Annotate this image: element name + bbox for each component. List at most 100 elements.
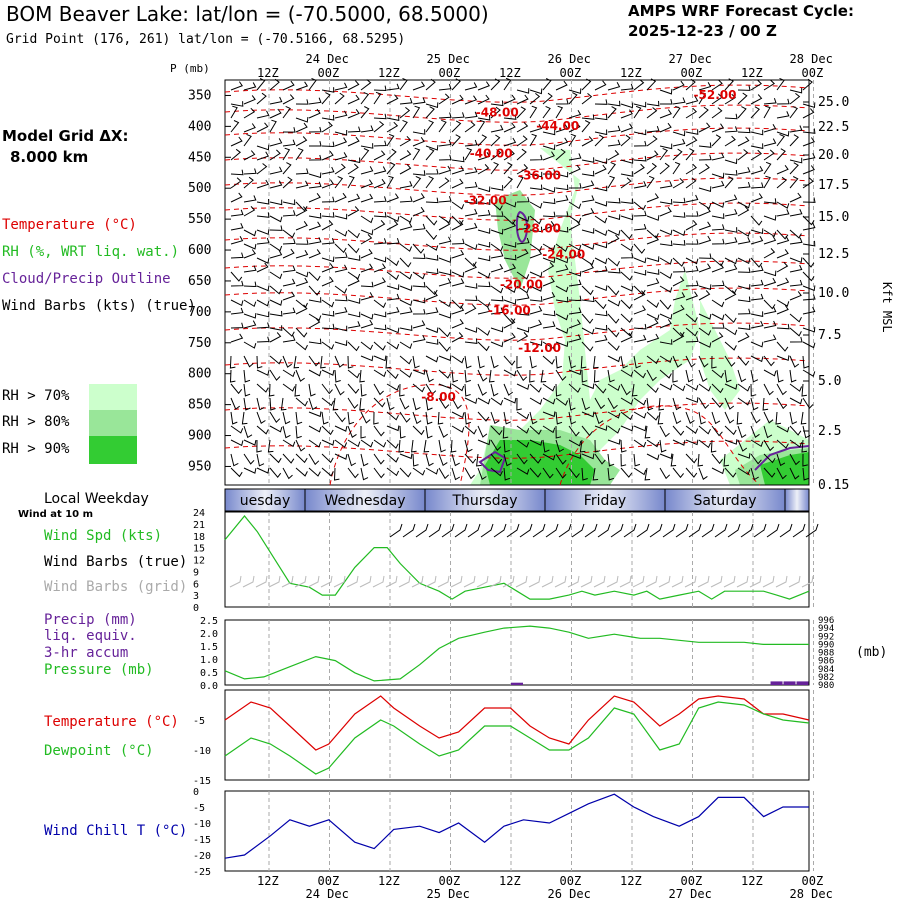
wind-barb	[347, 467, 359, 479]
wind-barb	[464, 139, 478, 147]
wind-barb	[581, 411, 595, 418]
wind-barb-grid	[515, 575, 528, 588]
wind-barb	[750, 257, 763, 268]
wind-barb	[243, 439, 257, 446]
windchill-tick-label-4: -5	[193, 803, 205, 814]
wind-barb	[711, 323, 725, 329]
wind-barb	[295, 277, 309, 287]
wind-barb	[308, 439, 322, 448]
wind-barb	[594, 310, 608, 317]
wind-barb	[620, 397, 634, 405]
wind-barb	[269, 332, 282, 343]
wind-barb	[672, 229, 686, 237]
isotherm-line-3	[224, 152, 810, 171]
wind-barb	[477, 164, 490, 175]
wind-barb	[321, 150, 334, 161]
wind-barb	[568, 453, 582, 459]
wind-barb	[438, 341, 451, 352]
wind-barb	[555, 257, 569, 264]
wind-barb	[503, 453, 512, 467]
wind-barb	[737, 229, 751, 237]
wind-barb	[529, 215, 542, 225]
windchill-tick-label-5: 0	[193, 787, 199, 798]
wind-barb	[230, 236, 244, 245]
wind-barb	[268, 383, 275, 397]
wind-barb	[685, 453, 698, 464]
wind-barb	[386, 284, 400, 291]
top-tick-label-4: 12Z	[499, 66, 521, 80]
wind-barb	[282, 335, 296, 343]
wind-barb	[607, 453, 615, 467]
wind-barb	[568, 88, 582, 95]
wind-barb	[724, 257, 738, 265]
wind-barb	[334, 129, 348, 136]
wind-barb	[230, 271, 243, 282]
wind-barb	[763, 161, 772, 175]
wind-barb	[659, 207, 672, 217]
wind-barb	[295, 327, 308, 338]
wind-barb	[347, 341, 360, 352]
wind-barb	[503, 137, 517, 147]
wind-barb	[386, 271, 400, 281]
wind-barb	[763, 355, 775, 367]
wind-barb	[659, 109, 672, 119]
wind-barb	[724, 113, 738, 120]
wind-barb	[724, 411, 735, 424]
height-tick-label-5: 12.5	[818, 247, 849, 262]
top-tick-label-7: 00Z	[681, 66, 703, 80]
wind-barb	[646, 318, 659, 329]
bottom-tick-label-7: 00Z	[681, 874, 703, 888]
wind-barb	[412, 105, 421, 119]
wind-barb	[243, 281, 257, 288]
wind-barb	[607, 313, 620, 324]
wind-barb	[789, 291, 802, 301]
wind-barb	[737, 149, 749, 161]
wind-barb	[750, 143, 764, 150]
wind-barb	[555, 313, 569, 321]
wind-barb	[516, 248, 529, 259]
wind-barb	[672, 411, 682, 425]
wind-barb	[334, 175, 344, 189]
wind-barb	[412, 271, 426, 280]
wind-barb	[451, 134, 461, 147]
wind-barb	[802, 215, 815, 226]
wind-barb	[529, 383, 542, 393]
wind-barb	[360, 91, 370, 105]
wind-barb	[399, 369, 413, 378]
windchill-tick-label-1: -20	[193, 851, 211, 862]
wind-barb	[724, 285, 737, 295]
model-grid-label: Model Grid ΔX:	[2, 127, 129, 145]
wind-barb	[399, 107, 411, 119]
wind-barb	[360, 292, 374, 301]
wind-barb	[282, 383, 296, 392]
wind-barb	[737, 127, 751, 134]
wind-barb	[308, 108, 321, 119]
height-tick-label-10: 0.15	[818, 478, 849, 493]
wind-barb-grid	[723, 575, 736, 588]
top-date-label-0: 24 Dec	[306, 52, 349, 66]
wind-barb	[386, 383, 400, 391]
wind-barb	[633, 369, 646, 379]
wind-barb	[789, 192, 802, 203]
wind-barb	[620, 453, 627, 467]
wind-barb	[620, 109, 633, 119]
wind-barb	[737, 369, 747, 383]
windchill-tick-label-3: -10	[193, 819, 211, 830]
wind-barb	[438, 327, 451, 338]
weekday-label-4: Saturday	[693, 493, 756, 509]
wind-barb	[620, 123, 634, 133]
wind-barb	[321, 238, 335, 245]
wind-barb	[230, 209, 244, 217]
height-tick-label-4: 15.0	[818, 210, 849, 225]
wind-barb	[347, 425, 357, 438]
wind-barb	[308, 221, 322, 231]
wind-barb	[477, 439, 491, 446]
wind-barb	[425, 215, 438, 226]
wind-barb	[750, 425, 760, 438]
wind-barb	[412, 281, 426, 288]
wind-barb	[399, 135, 412, 147]
wind-barb	[243, 229, 257, 237]
wind-barb	[594, 425, 608, 431]
wind-barb	[607, 355, 621, 363]
wind-barb	[412, 383, 425, 393]
